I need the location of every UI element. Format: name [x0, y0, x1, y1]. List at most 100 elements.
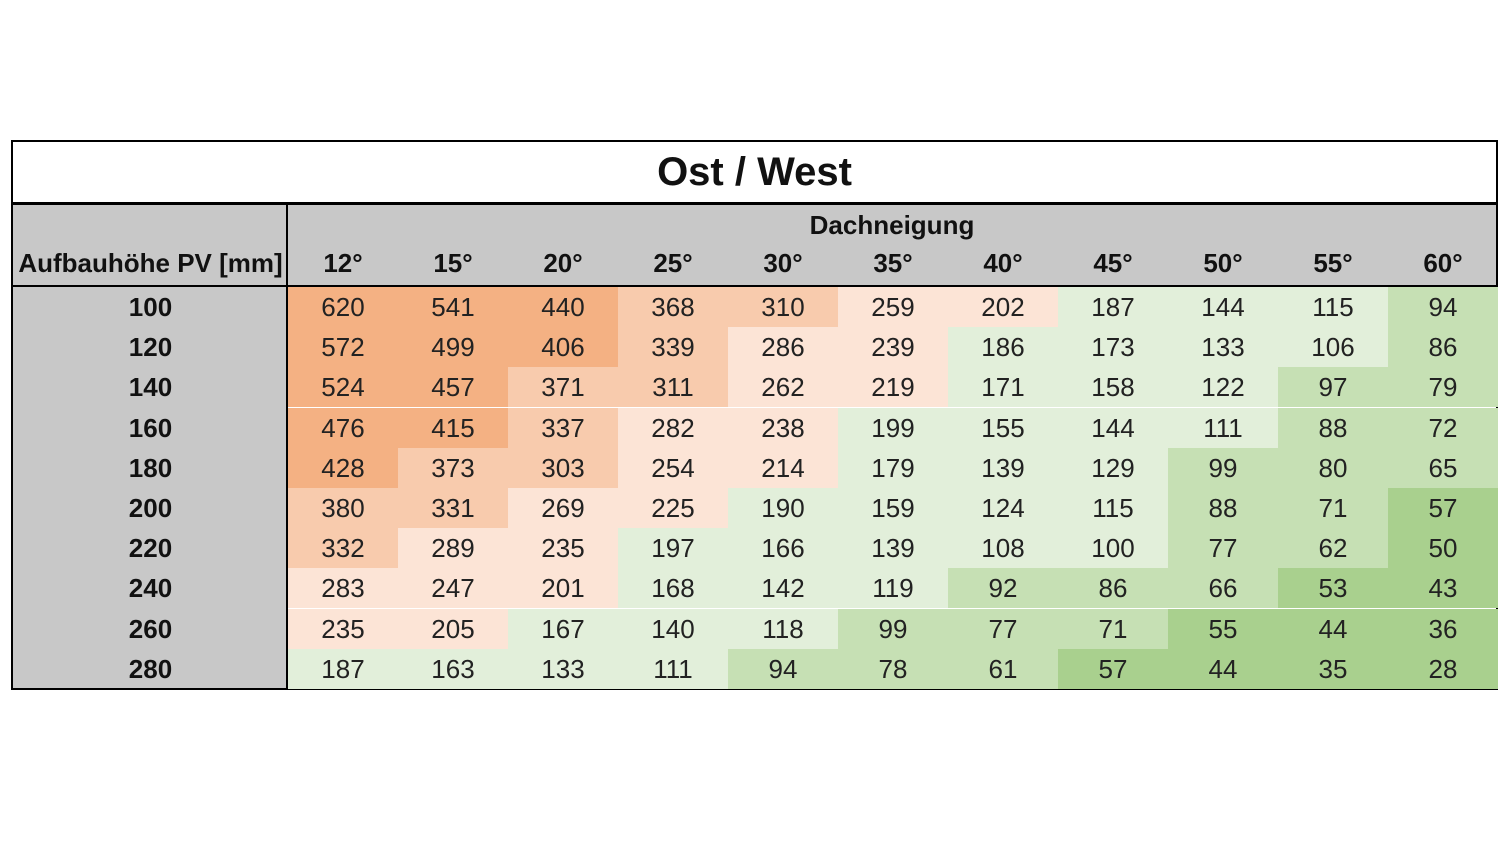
heatmap-cell: 108 — [948, 528, 1058, 569]
heatmap-cell: 167 — [508, 608, 618, 649]
heatmap-cell: 303 — [508, 447, 618, 488]
row-header: 280 — [128, 653, 173, 684]
heatmap-cell: 373 — [398, 447, 508, 488]
heatmap-cell: 415 — [398, 407, 508, 448]
row-header: 200 — [128, 493, 173, 523]
heatmap-cell: 77 — [948, 608, 1058, 649]
column-group-label: Dachneigung — [809, 210, 975, 240]
heatmap-cell: 86 — [1388, 327, 1498, 368]
heatmap-cell: 111 — [618, 648, 728, 689]
heatmap-cell: 219 — [838, 367, 948, 408]
heatmap-cell: 53 — [1278, 568, 1388, 609]
heatmap-cell: 119 — [838, 568, 948, 609]
heatmap-cell: 65 — [1388, 447, 1498, 488]
heatmap-cell: 269 — [508, 488, 618, 528]
column-header: 35° — [873, 248, 913, 278]
row-header-label: Aufbauhöhe PV [mm] — [18, 248, 283, 278]
heatmap-cell: 115 — [1278, 287, 1388, 327]
heatmap-cell: 572 — [288, 327, 398, 368]
heatmap-cell: 92 — [948, 568, 1058, 609]
heatmap-cell: 428 — [288, 447, 398, 488]
heatmap-cell: 235 — [288, 608, 398, 649]
heatmap-cell: 144 — [1058, 407, 1168, 448]
heatmap-cell: 78 — [838, 648, 948, 689]
heatmap-cell: 524 — [288, 367, 398, 408]
heatmap-cell: 202 — [948, 287, 1058, 327]
heatmap-cell: 155 — [948, 407, 1058, 448]
heatmap-cell: 163 — [398, 648, 508, 689]
heatmap-cell: 159 — [838, 488, 948, 528]
heatmap-cell: 66 — [1168, 568, 1278, 609]
heatmap-cell: 406 — [508, 327, 618, 368]
heatmap-cell: 283 — [288, 568, 398, 609]
column-header: 30° — [763, 248, 803, 278]
column-header: 40° — [983, 248, 1023, 278]
column-header: 45° — [1093, 248, 1133, 278]
heatmap-cell: 129 — [1058, 447, 1168, 488]
heatmap-cell: 262 — [728, 367, 838, 408]
heatmap-cell: 124 — [948, 488, 1058, 528]
heatmap-cell: 187 — [1058, 287, 1168, 327]
heatmap-cell: 166 — [728, 528, 838, 569]
heatmap-cell: 111 — [1168, 407, 1278, 448]
heatmap-cell: 238 — [728, 407, 838, 448]
heatmap-cell: 36 — [1388, 608, 1498, 649]
column-header: 55° — [1313, 248, 1353, 278]
heatmap-cell: 239 — [838, 327, 948, 368]
heatmap-cell: 144 — [1168, 287, 1278, 327]
heatmap-cell: 72 — [1388, 407, 1498, 448]
heatmap-cell: 28 — [1388, 648, 1498, 689]
heatmap-cell: 186 — [948, 327, 1058, 368]
heatmap-cell: 57 — [1388, 488, 1498, 528]
heatmap-cell: 118 — [728, 608, 838, 649]
heatmap-cell: 44 — [1278, 608, 1388, 649]
row-header: 140 — [128, 372, 173, 403]
heatmap-cell: 440 — [508, 287, 618, 327]
heatmap-cell: 289 — [398, 528, 508, 569]
heatmap-cell: 179 — [838, 447, 948, 488]
heatmap-cell: 140 — [618, 608, 728, 649]
heatmap-cell: 94 — [1388, 287, 1498, 327]
heatmap-cell: 187 — [288, 648, 398, 689]
heatmap-cell: 35 — [1278, 648, 1388, 689]
heatmap-cell: 214 — [728, 447, 838, 488]
heatmap-cell: 197 — [618, 528, 728, 569]
heatmap-cell: 122 — [1168, 367, 1278, 408]
heatmap-cell: 133 — [508, 648, 618, 689]
heatmap-cell: 339 — [618, 327, 728, 368]
heatmap-cell: 247 — [398, 568, 508, 609]
heatmap-cell: 620 — [288, 287, 398, 327]
heatmap-cell: 173 — [1058, 327, 1168, 368]
column-header: 15° — [433, 248, 473, 278]
heatmap-cell: 44 — [1168, 648, 1278, 689]
heatmap-cell: 158 — [1058, 367, 1168, 408]
row-header: 100 — [128, 292, 173, 322]
heatmap-cell: 332 — [288, 528, 398, 569]
heatmap-table: Ost / West Aufbauhöhe PV [mm] Dachneigun… — [11, 140, 1498, 690]
heatmap-cell: 201 — [508, 568, 618, 609]
row-header: 260 — [128, 613, 173, 644]
heatmap-cell: 115 — [1058, 488, 1168, 528]
heatmap-cell: 43 — [1388, 568, 1498, 609]
heatmap-cell: 457 — [398, 367, 508, 408]
heatmap-cell: 199 — [838, 407, 948, 448]
heatmap-cell: 100 — [1058, 528, 1168, 569]
heatmap-cell: 168 — [618, 568, 728, 609]
heatmap-cell: 57 — [1058, 648, 1168, 689]
column-header-area — [288, 205, 1496, 285]
heatmap-cell: 476 — [288, 407, 398, 448]
heatmap-cell: 55 — [1168, 608, 1278, 649]
heatmap-cell: 142 — [728, 568, 838, 609]
heatmap-cell: 86 — [1058, 568, 1168, 609]
heatmap-cell: 88 — [1278, 407, 1388, 448]
heatmap-cell: 282 — [618, 407, 728, 448]
heatmap-cell: 77 — [1168, 528, 1278, 569]
column-header: 60° — [1423, 248, 1463, 278]
column-header: 50° — [1203, 248, 1243, 278]
heatmap-cell: 499 — [398, 327, 508, 368]
heatmap-cell: 80 — [1278, 447, 1388, 488]
heatmap-cell: 97 — [1278, 367, 1388, 408]
heatmap-cell: 171 — [948, 367, 1058, 408]
heatmap-cell: 371 — [508, 367, 618, 408]
heatmap-cell: 99 — [1168, 447, 1278, 488]
